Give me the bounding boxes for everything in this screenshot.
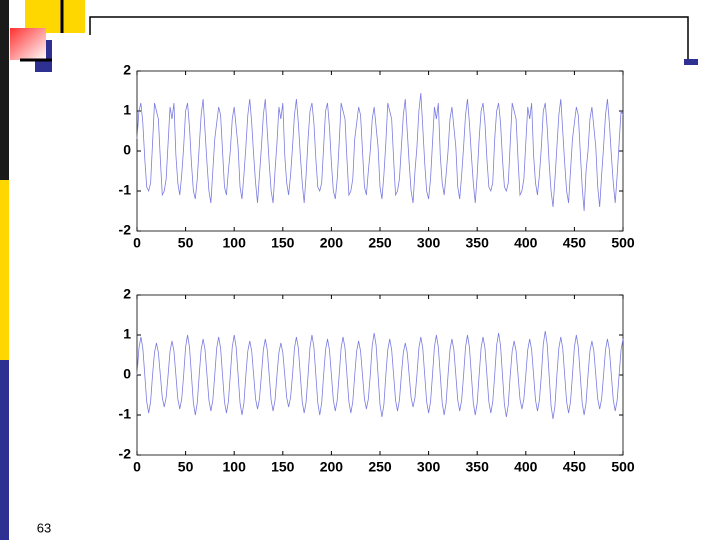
y-tick-label: 2 (123, 62, 131, 78)
page-number: 63 (37, 520, 51, 535)
decor-square (684, 59, 698, 65)
x-tick-label: 350 (466, 235, 490, 251)
decor-frame (89, 16, 689, 60)
x-tick-label: 300 (417, 235, 441, 251)
signal-line (136, 330, 624, 420)
x-tick-label: 500 (611, 459, 635, 475)
x-tick-label: 50 (178, 459, 194, 475)
decor-square (25, 0, 85, 33)
x-tick-label: 0 (133, 459, 141, 475)
y-tick-label: -1 (119, 406, 132, 422)
x-tick-label: 100 (223, 459, 247, 475)
x-tick-label: 150 (271, 459, 295, 475)
x-tick-label: 250 (368, 235, 392, 251)
plot-frame (136, 70, 624, 232)
x-tick-label: 400 (514, 459, 538, 475)
y-tick-label: -1 (119, 182, 132, 198)
x-tick-label: 300 (417, 459, 441, 475)
x-tick-label: 150 (271, 235, 295, 251)
x-tick-label: 200 (320, 235, 344, 251)
y-tick-label: 1 (123, 102, 131, 118)
signal-line (136, 92, 624, 212)
x-tick-label: 250 (368, 459, 392, 475)
x-tick-label: 450 (563, 459, 587, 475)
y-tick-label: -2 (119, 222, 132, 238)
x-tick-label: 350 (466, 459, 490, 475)
x-tick-label: 50 (178, 235, 194, 251)
y-tick-label: 0 (123, 366, 131, 382)
x-tick-label: 200 (320, 459, 344, 475)
side-bar (0, 360, 9, 540)
x-tick-label: 100 (223, 235, 247, 251)
y-tick-label: -2 (119, 446, 132, 462)
x-tick-label: 450 (563, 235, 587, 251)
x-tick-label: 500 (611, 235, 635, 251)
decor-square (10, 28, 46, 60)
y-tick-label: 2 (123, 286, 131, 302)
x-tick-label: 400 (514, 235, 538, 251)
plot-frame (136, 294, 624, 456)
x-tick-label: 0 (133, 235, 141, 251)
y-tick-label: 1 (123, 326, 131, 342)
side-bar (0, 180, 9, 360)
side-bar (0, 0, 9, 180)
y-tick-label: 0 (123, 142, 131, 158)
